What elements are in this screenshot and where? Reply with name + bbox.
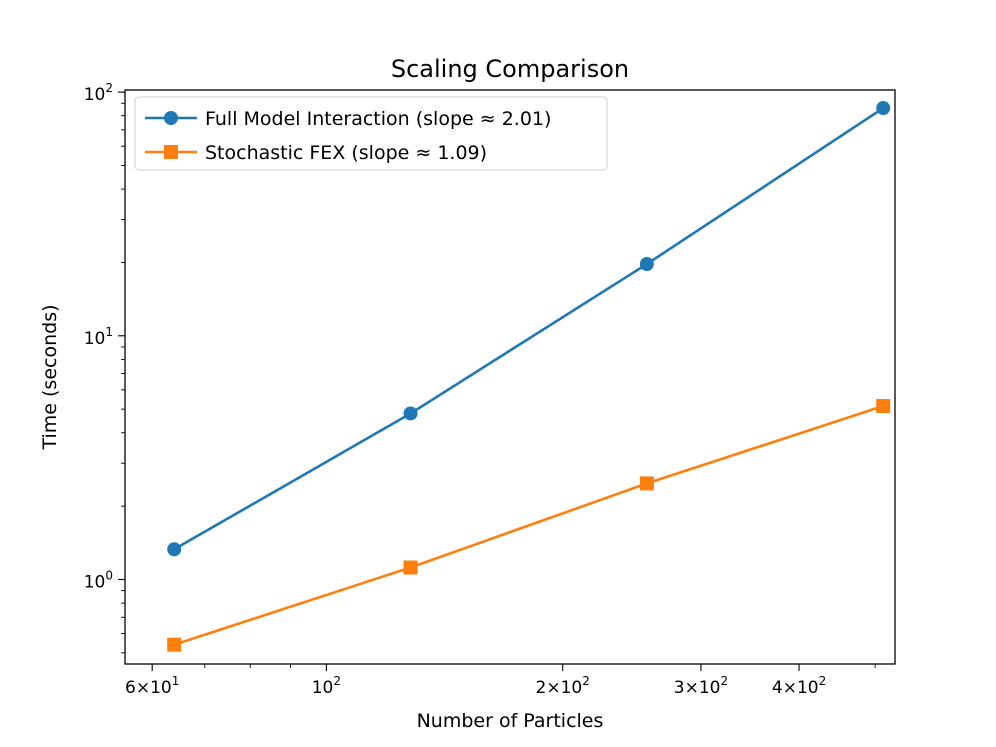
y-axis-label: Time (seconds) — [39, 304, 61, 450]
series-line-1 — [173, 404, 884, 646]
chart-title: Scaling Comparison — [391, 55, 629, 83]
y-tick-label: 101 — [84, 325, 113, 349]
x-tick-label: 2×102 — [536, 674, 590, 698]
data-point — [876, 399, 891, 414]
legend-label-stochastic-fex: Stochastic FEX (slope ≈ 1.09) — [205, 142, 487, 164]
series-line-0 — [173, 107, 884, 551]
legend-marker-stochastic-fex — [164, 145, 178, 159]
x-tick-label: 6×101 — [125, 674, 179, 698]
legend-marker-full-model — [164, 111, 178, 125]
y-tick-label: 102 — [84, 81, 113, 105]
legend-label-full-model: Full Model Interaction (slope ≈ 2.01) — [205, 108, 551, 130]
data-point — [403, 560, 418, 575]
y-tick-label: 100 — [84, 568, 113, 592]
data-point — [167, 637, 182, 652]
axis-ticks: 6×101 102 2×102 3×102 4×102 100 101 102 — [84, 81, 876, 698]
series-layer — [167, 101, 891, 652]
data-point — [876, 101, 891, 116]
data-point — [639, 257, 654, 272]
data-point — [167, 542, 182, 557]
x-tick-label: 102 — [312, 674, 341, 698]
x-tick-label: 3×102 — [674, 674, 728, 698]
legend: Full Model Interaction (slope ≈ 2.01) St… — [134, 96, 608, 171]
legend-box — [134, 96, 608, 171]
data-point — [639, 476, 654, 491]
axes-frame — [124, 89, 896, 665]
x-tick-label: 4×102 — [772, 674, 826, 698]
x-axis-label: Number of Particles — [417, 710, 604, 732]
data-point — [403, 406, 418, 421]
